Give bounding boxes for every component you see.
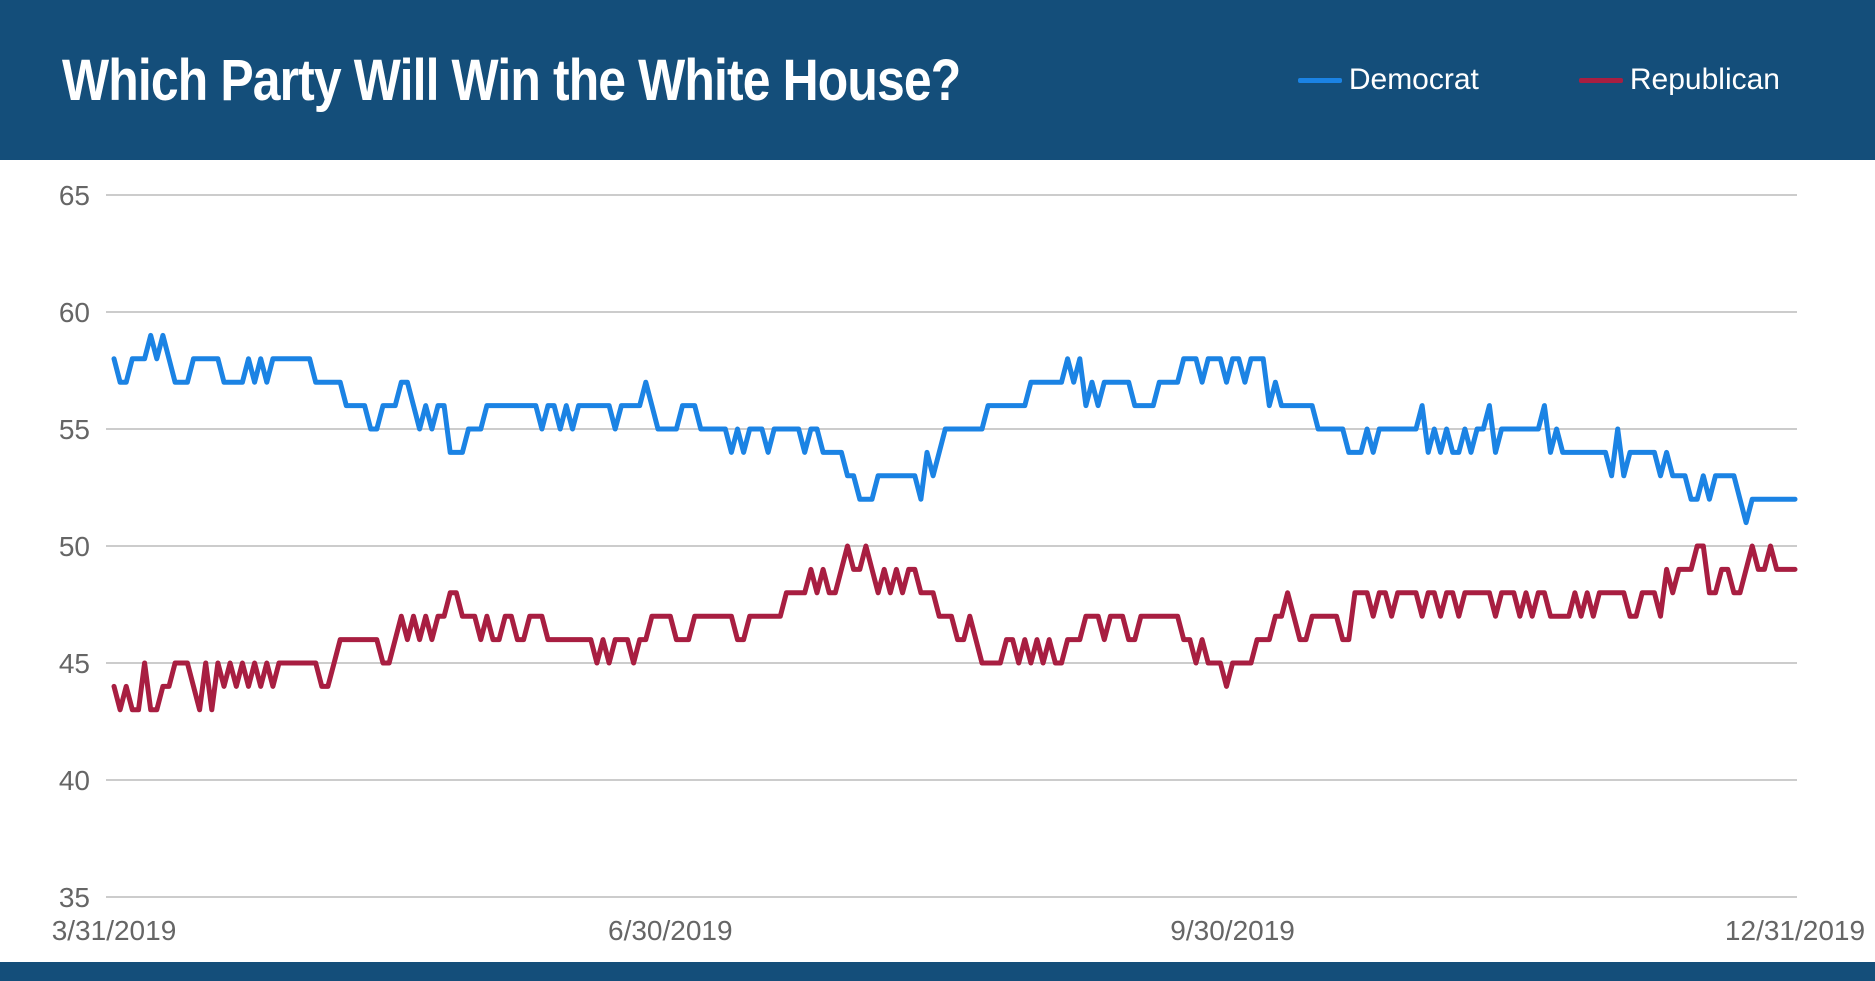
republican-line	[111, 543, 1798, 713]
legend-label-republican: Republican	[1629, 63, 1780, 96]
legend-item-democrat[interactable]: Democrat	[1297, 63, 1479, 97]
legend: Democrat Republican	[1297, 63, 1780, 97]
chart-title: Which Party Will Win the White House?	[62, 47, 961, 113]
y-tick-label: 45	[59, 648, 90, 679]
x-tick-label: 3/31/2019	[52, 915, 177, 946]
chart-canvas: 65 60 55 50 45 40 353/31/2019 6/30/2019 9/30/201…	[52, 180, 1865, 946]
y-tick-label: 35	[59, 882, 90, 913]
republican-line-swatch	[1578, 77, 1623, 83]
y-tick-label: 50	[59, 531, 90, 562]
x-tick-label: 9/30/2019	[1170, 915, 1295, 946]
legend-label-democrat: Democrat	[1348, 63, 1479, 96]
democrat-line	[111, 332, 1798, 526]
footer-bar	[0, 962, 1875, 981]
chart-area: 65 60 55 50 45 40 35 3/31/2019 6/30/2019 9/30/201…	[0, 160, 1875, 962]
democrat-line-swatch	[1297, 77, 1342, 83]
y-tick-label: 65	[59, 180, 90, 211]
y-tick-label: 55	[59, 414, 90, 445]
y-tick-label: 40	[59, 765, 90, 796]
header-banner: Which Party Will Win the White House? De…	[0, 0, 1875, 160]
x-tick-label: 12/31/2019	[1725, 915, 1865, 946]
x-tick-label: 6/30/2019	[608, 915, 733, 946]
legend-item-republican[interactable]: Republican	[1578, 63, 1780, 97]
y-tick-label: 60	[59, 297, 90, 328]
